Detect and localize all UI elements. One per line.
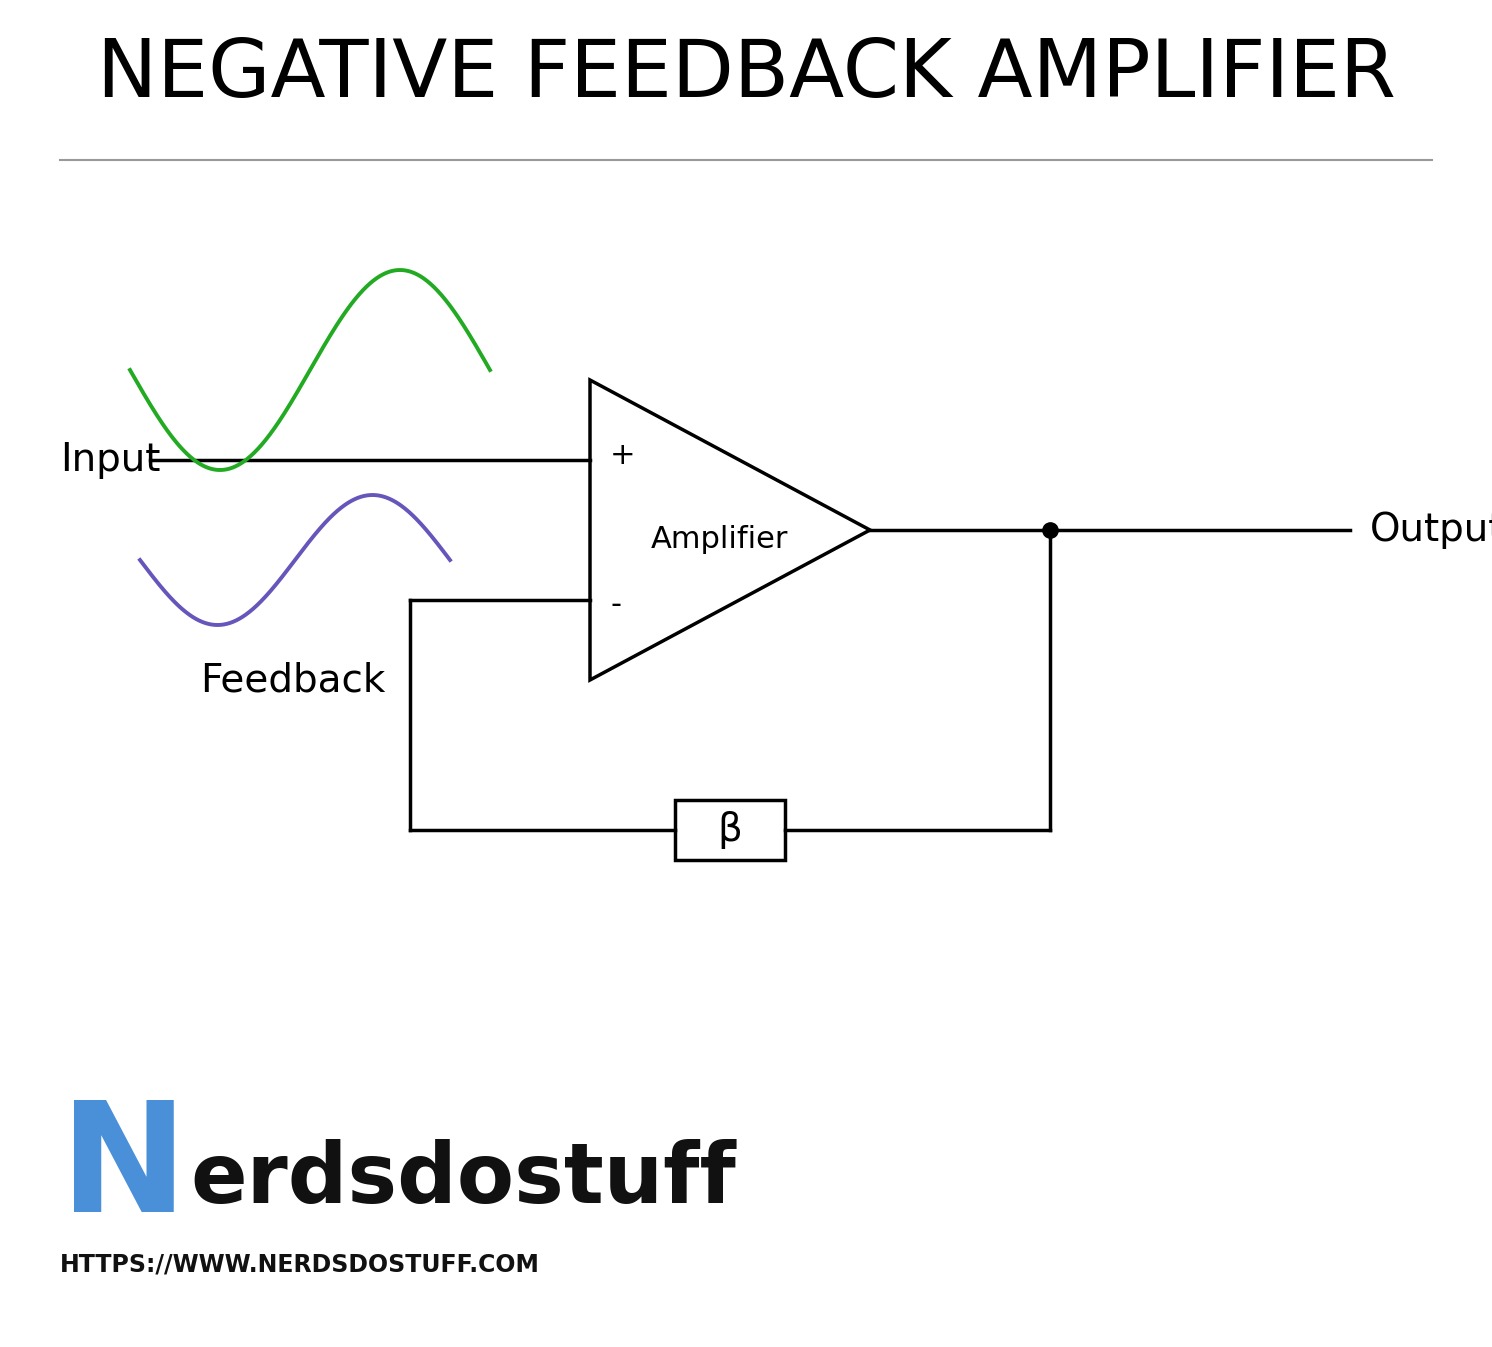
Text: β: β xyxy=(718,811,743,849)
Text: Feedback: Feedback xyxy=(200,661,385,699)
Text: Input: Input xyxy=(60,440,160,480)
Text: NEGATIVE FEEDBACK AMPLIFIER: NEGATIVE FEEDBACK AMPLIFIER xyxy=(97,36,1395,114)
Text: Amplifier: Amplifier xyxy=(651,525,789,555)
Text: HTTPS://WWW.NERDSDOSTUFF.COM: HTTPS://WWW.NERDSDOSTUFF.COM xyxy=(60,1253,540,1277)
Text: erdsdostuff: erdsdostuff xyxy=(189,1140,736,1220)
FancyBboxPatch shape xyxy=(674,800,785,859)
Text: Output: Output xyxy=(1370,511,1492,550)
Text: -: - xyxy=(610,590,621,620)
Text: N: N xyxy=(60,1095,188,1245)
Text: +: + xyxy=(610,440,636,470)
